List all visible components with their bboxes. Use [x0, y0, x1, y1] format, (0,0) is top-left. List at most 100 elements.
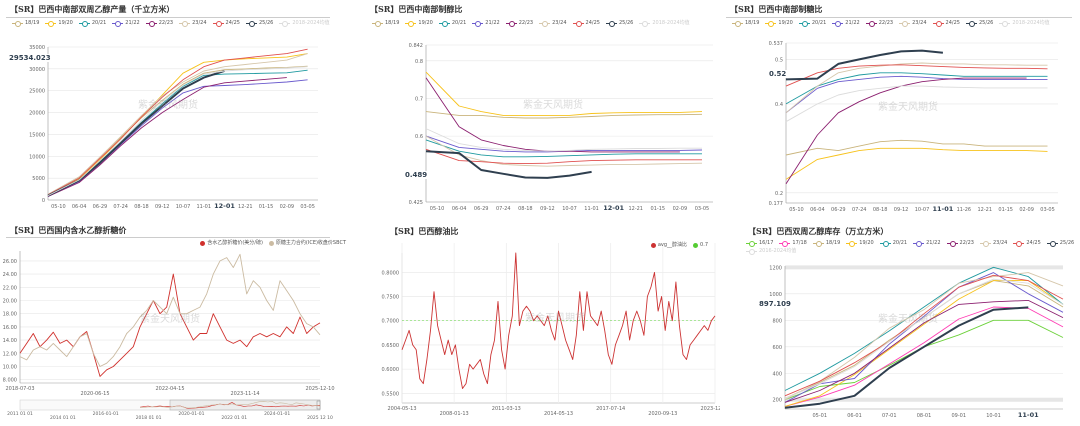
legend-marker-icon [999, 20, 1011, 27]
legend[interactable]: 18/19 19/20 20/21 21/22 22/23 23/24 24/25 25/26… [732, 19, 1076, 27]
legend-item[interactable]: 2018-2024均值 [999, 19, 1050, 27]
x-tick-label: 09-12 [894, 207, 909, 213]
legend-item[interactable]: 20/21 [879, 239, 907, 247]
legend[interactable]: 16/17 17/18 18/19 19/20 20/21 21/22 22/23 23/24… [746, 239, 1076, 255]
legend[interactable]: 18/19 19/20 20/21 21/22 22/23 23/24 24/25 25/26… [372, 19, 716, 27]
legend-label: 21/22 [845, 20, 860, 26]
slider-label: 2011 01 01 [7, 411, 33, 417]
legend-item[interactable]: 25/26 [605, 19, 633, 27]
legend-item[interactable]: 21/22 [112, 19, 140, 27]
legend-item[interactable]: 25/26 [245, 19, 273, 27]
legend-label: 19/20 [58, 20, 73, 26]
y-tick-label: 20.00 [3, 299, 17, 305]
legend-label: 24/25 [1026, 240, 1041, 246]
legend-label: 18/19 [25, 20, 40, 26]
x-tick-label: 07-01 [882, 413, 897, 419]
legend-item[interactable]: 0.7 [693, 241, 708, 249]
y-tick-label: 0.5500 [382, 391, 400, 397]
series-line-24/25 [47, 48, 308, 196]
x-tick-label: 10-07 [176, 204, 191, 210]
legend-item[interactable]: 23/24 [539, 19, 567, 27]
legend-item[interactable]: 2018-2024均值 [639, 19, 690, 27]
legend-item[interactable]: 20/21 [438, 19, 466, 27]
legend-label: 18/19 [825, 240, 841, 246]
legend-item[interactable]: 24/25 [212, 19, 240, 27]
legend-item[interactable]: 22/23 [946, 239, 974, 247]
legend-item[interactable]: 18/19 [812, 239, 841, 247]
legend[interactable]: 含水乙醇折糖价(美分/磅) 原糖主力合约(ICE)收盘价SBCT [200, 239, 346, 247]
x-tick-label: 11-01 [197, 204, 212, 210]
legend-marker-icon [913, 240, 925, 247]
x-tick-label: 11-26 [957, 207, 972, 213]
legend-item[interactable]: 23/24 [899, 19, 927, 27]
legend-item[interactable]: 18/19 [372, 19, 399, 27]
x-tick-label: 11-01 [933, 205, 954, 213]
legend-item[interactable]: 24/25 [572, 19, 600, 27]
y-tick-label: 0.177 [769, 201, 783, 207]
legend-item[interactable]: 24/25 [1013, 239, 1041, 247]
legend-item[interactable]: 原糖主力合约(ICE)收盘价SBCT [268, 239, 346, 247]
legend-item[interactable]: 18/19 [732, 19, 759, 27]
legend-item[interactable]: 17/18 [779, 239, 807, 247]
legend-item[interactable]: 20/21 [78, 19, 106, 27]
legend-marker-icon [200, 240, 206, 246]
legend-label: 25/26 [978, 20, 994, 26]
legend-item[interactable]: 22/23 [145, 19, 173, 27]
legend-item[interactable]: 19/20 [45, 19, 73, 27]
series-line-23/24 [785, 62, 1048, 114]
legend-item[interactable]: 16/17 [746, 239, 773, 247]
ethanol-gasoline-ratio-chart: 0.5500 0.6000 0.6500 0.7000 0.7500 0.8000 2004… [360, 213, 721, 426]
legend-item[interactable]: 2016-2024均值 [746, 247, 796, 255]
slider-label: 2020-01-01 [178, 411, 204, 417]
series-line-25/26 [425, 150, 592, 179]
chart-title: 【SR】巴西醇油比 [390, 226, 459, 236]
legend-item[interactable]: 22/23 [505, 19, 533, 27]
legend-marker-icon [746, 240, 757, 247]
legend-item[interactable]: 含水乙醇折糖价(美分/磅) [200, 239, 263, 247]
legend-item[interactable]: 25/26 [1046, 239, 1074, 247]
legend-label: 19/20 [778, 20, 793, 26]
y-tick-label: 10.00 [3, 365, 17, 371]
x-tick-label: 03-05 [1040, 207, 1055, 213]
legend-item[interactable]: 23/24 [179, 19, 207, 27]
x-tick-label: 09-12 [540, 206, 555, 212]
legend-item[interactable]: 22/23 [865, 19, 893, 27]
legend-marker-icon [472, 20, 484, 27]
tooltip-value: 0.489 [404, 171, 429, 179]
legend-label: 原糖主力合约(ICE)收盘价SBCT [275, 240, 346, 246]
legend-item[interactable]: 24/25 [932, 19, 960, 27]
legend-label: 0.7 [700, 242, 708, 248]
x-tick-label: 02-09 [280, 204, 295, 210]
legend-item[interactable]: 23/24 [979, 239, 1007, 247]
legend-label: 24/25 [945, 20, 960, 26]
x-tick-label: 06-04 [810, 207, 825, 213]
legend-item[interactable]: 21/22 [913, 239, 941, 247]
x-tick-label: 06-04 [452, 206, 467, 212]
watermark: 紫金天风期货 [140, 314, 200, 325]
legend-item[interactable]: 21/22 [472, 19, 500, 27]
x-tick-label: 07-24 [852, 207, 867, 213]
y-tick-label: 0 [42, 198, 45, 204]
chart-title: 【SR】巴西国内含水乙醇折糖价 [10, 225, 127, 235]
chart-title: 【SR】巴西中南部双周乙醇产量（千立方米） [10, 4, 175, 14]
legend-item[interactable]: 19/20 [846, 239, 874, 247]
legend-marker-icon [746, 248, 757, 255]
x-tick-label: 03-05 [695, 206, 710, 212]
series-line-21/22 [784, 272, 1064, 403]
x-tick-label: 06-04 [72, 204, 87, 210]
x-tick-label: 05-01 [812, 413, 827, 419]
legend-item[interactable]: avg__醇油比 [650, 241, 687, 249]
legend[interactable]: avg__醇油比 0.7 [650, 241, 708, 249]
x-tick-label: 08-18 [134, 204, 149, 210]
legend-item[interactable]: 19/20 [765, 19, 793, 27]
series-line-19/20 [785, 147, 1048, 180]
legend-item[interactable]: 20/21 [798, 19, 826, 27]
legend-item[interactable]: 2018-2024均值 [279, 19, 330, 27]
legend-label: 19/20 [418, 20, 433, 26]
legend-item[interactable]: 19/20 [405, 19, 433, 27]
legend[interactable]: 18/19 19/20 20/21 21/22 22/23 23/24 24/25 25/26… [12, 19, 356, 27]
legend-item[interactable]: 21/22 [832, 19, 860, 27]
legend-item[interactable]: 25/26 [965, 19, 994, 27]
legend-item[interactable]: 18/19 [12, 19, 39, 27]
legend-marker-icon [145, 20, 157, 27]
